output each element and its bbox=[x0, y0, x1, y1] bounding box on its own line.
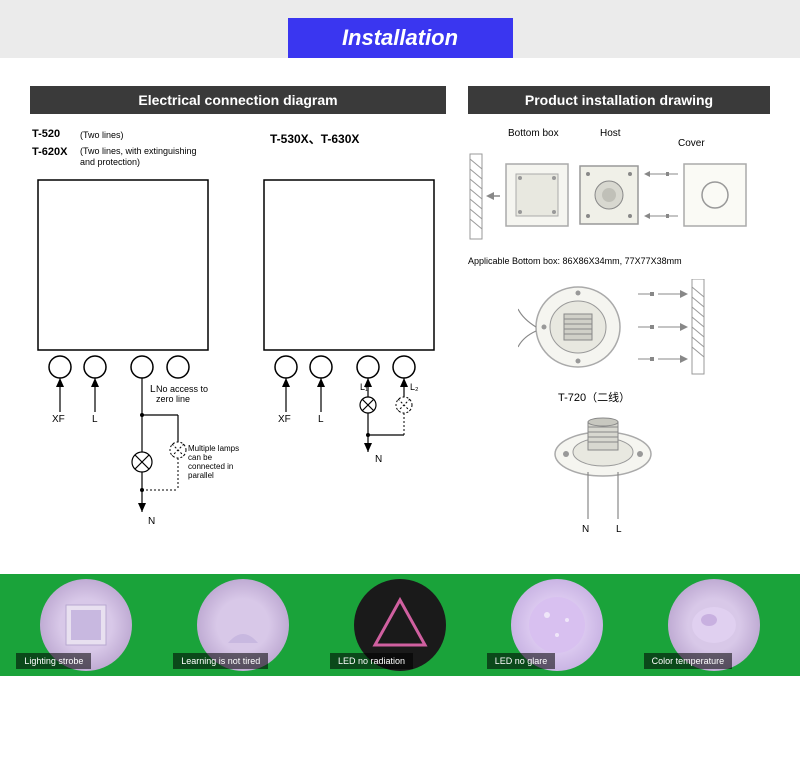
terminal-l1: L₁ bbox=[360, 382, 368, 392]
model-t520-desc: (Two lines) bbox=[80, 130, 124, 140]
feature-label-5: Color temperature bbox=[644, 653, 733, 669]
feature-strobe: Lighting strobe bbox=[16, 579, 156, 671]
electrical-diagram-panel: Electrical connection diagram T-520 (Two… bbox=[30, 86, 446, 574]
label-host: Host bbox=[600, 128, 621, 139]
socket-side bbox=[518, 279, 718, 379]
note-parallel: Multiple lamps can be connected in paral… bbox=[188, 444, 248, 480]
terminal-l2b: L₂ bbox=[410, 382, 419, 392]
terminal-l-1: L bbox=[92, 414, 98, 425]
feature-learning: Learning is not tired bbox=[173, 579, 313, 671]
main-content: Electrical connection diagram T-520 (Two… bbox=[0, 58, 800, 574]
label-bottom-box: Bottom box bbox=[508, 128, 559, 139]
banner-title: Installation bbox=[288, 18, 513, 58]
model-t530x: T-530X、T-630X bbox=[270, 130, 359, 147]
wiring-diagram: T-520 (Two lines) T-620X (Two lines, wit… bbox=[30, 124, 446, 574]
feature-strip: Lighting strobe Learning is not tired LE… bbox=[0, 574, 800, 676]
exploded-view bbox=[468, 144, 758, 254]
feature-label-4: LED no glare bbox=[487, 653, 556, 669]
terminal-n-socket: N bbox=[582, 524, 589, 535]
terminal-xf-2: XF bbox=[278, 414, 291, 425]
note-no-zero: No access to zero line bbox=[156, 384, 228, 404]
terminal-l-2: L bbox=[150, 384, 156, 395]
feature-label-3: LED no radiation bbox=[330, 653, 413, 669]
feature-label-1: Lighting strobe bbox=[16, 653, 91, 669]
model-t620x-desc: (Two lines, with extinguishing and prote… bbox=[80, 146, 210, 168]
wiring-box-2 bbox=[256, 172, 446, 532]
applicable-text: Applicable Bottom box: 86X86X34mm, 77X77… bbox=[468, 256, 758, 266]
socket-label: T-720（二线） bbox=[558, 389, 630, 405]
terminal-l-3: L bbox=[318, 414, 324, 425]
socket-front bbox=[538, 414, 678, 564]
terminal-n-1: N bbox=[148, 516, 155, 527]
terminal-l-socket: L bbox=[616, 524, 622, 535]
terminal-n-2: N bbox=[375, 454, 382, 465]
model-t520: T-520 bbox=[32, 128, 60, 140]
install-header: Product installation drawing bbox=[468, 86, 770, 114]
feature-radiation: LED no radiation bbox=[330, 579, 470, 671]
install-diagram: Bottom box Host Cover bbox=[468, 124, 770, 574]
model-t620x: T-620X bbox=[32, 146, 67, 158]
terminal-xf-1: XF bbox=[52, 414, 65, 425]
feature-color-temp: Color temperature bbox=[644, 579, 784, 671]
top-banner: Installation bbox=[0, 0, 800, 58]
feature-glare: LED no glare bbox=[487, 579, 627, 671]
feature-label-2: Learning is not tired bbox=[173, 653, 268, 669]
install-drawing-panel: Product installation drawing Bottom box … bbox=[468, 86, 770, 574]
electrical-header: Electrical connection diagram bbox=[30, 86, 446, 114]
